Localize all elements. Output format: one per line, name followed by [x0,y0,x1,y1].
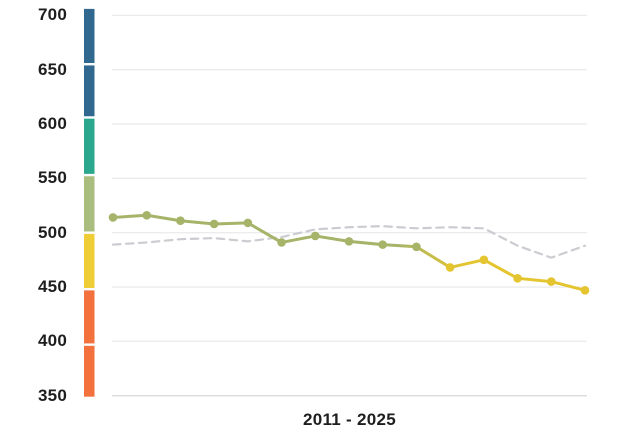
data-point-marker-2015 [243,218,253,228]
data-point-marker-2014 [209,219,219,229]
scale-bar-segment-green-band [84,176,95,232]
y-tick-label-650: 650 [38,59,67,79]
y-tick-label-550: 550 [38,168,67,188]
data-point-marker-2017 [310,231,320,241]
y-tick-label-350: 350 [38,385,67,405]
x-axis-label: 2011 - 2025 [302,410,397,429]
data-point-marker-2022 [479,255,489,265]
y-tick-label-400: 400 [38,331,67,351]
scale-bar-segment-orange-band-upper [84,290,95,344]
data-point-marker-2013 [176,216,185,226]
y-tick-label-450: 450 [38,277,67,296]
data-point-marker-2012 [142,210,152,220]
scale-bar-segment-blue-band-lower [84,65,95,117]
data-point-marker-2023 [513,274,522,283]
scale-bar-segment-blue-band-upper [84,8,95,64]
data-point-marker-2016 [277,238,286,247]
y-tick-label-600: 600 [38,113,67,133]
data-point-marker-2020 [412,242,421,252]
dashed-reference-line [111,225,587,259]
scale-bar-segment-yellow-band [84,233,95,288]
data-point-marker-2011 [108,213,118,222]
scale-bar-segment-orange-band-lower [84,345,95,397]
data-point-marker-2024 [546,277,556,286]
y-tick-label-700: 700 [38,5,67,25]
scale-bar-segment-teal-band [84,118,95,174]
data-point-marker-2019 [378,240,388,249]
data-point-marker-2018 [344,237,354,246]
data-point-marker-2025 [580,285,590,295]
y-tick-label-500: 500 [38,222,67,242]
data-point-marker-2021 [445,263,455,272]
